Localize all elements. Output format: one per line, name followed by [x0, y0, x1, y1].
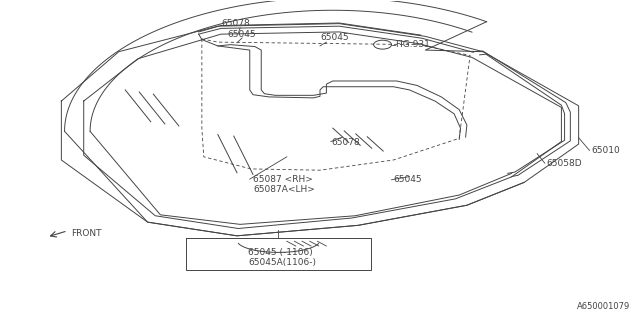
Text: 65087A<LH>: 65087A<LH> [253, 185, 315, 194]
Text: 65045 (-1106): 65045 (-1106) [248, 248, 313, 257]
Text: FIG.931: FIG.931 [396, 40, 430, 49]
Text: 65045: 65045 [227, 30, 256, 39]
Text: A650001079: A650001079 [577, 302, 630, 311]
Text: 65078: 65078 [221, 19, 250, 28]
Text: 65045A(1106-): 65045A(1106-) [248, 258, 316, 267]
Text: 65010: 65010 [591, 146, 620, 155]
Text: 65078: 65078 [332, 138, 360, 147]
Text: 65045: 65045 [394, 175, 422, 184]
Text: 65087 <RH>: 65087 <RH> [253, 175, 313, 184]
Text: 65045: 65045 [320, 33, 349, 42]
Text: 65058D: 65058D [547, 159, 582, 168]
Text: FRONT: FRONT [71, 229, 102, 238]
